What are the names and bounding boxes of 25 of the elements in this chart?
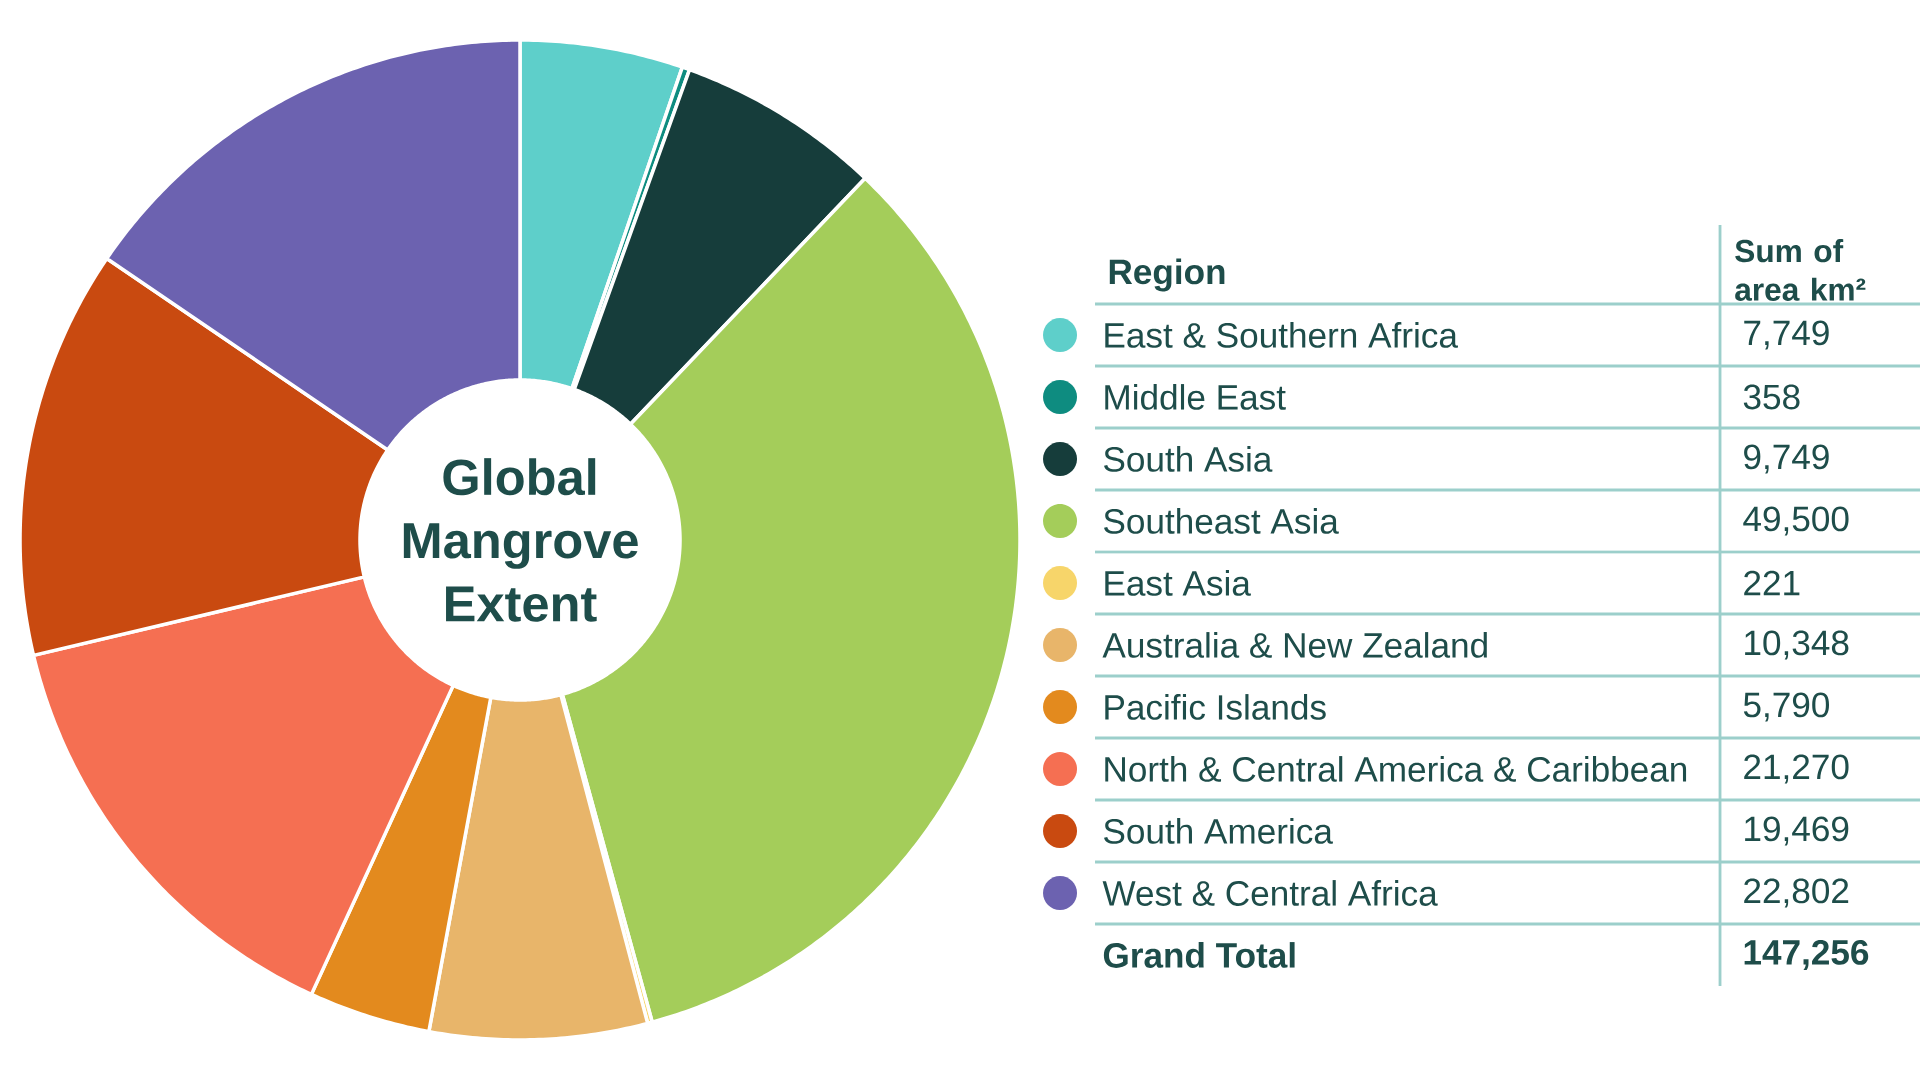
legend-label: North & Central America & Caribbean [1105,756,1687,782]
text: Global Mangrove Extent [403,458,638,622]
data-label: 7,749 [1744,320,1829,350]
legend-label: East & Southern Africa [1105,322,1458,348]
data-label: 5,790 [1743,692,1830,722]
legend-label: Southeast Asia [1104,508,1339,534]
legend-label: South America [1104,818,1333,844]
text: 147,256 [1744,940,1869,970]
data-label: 10,348 [1745,630,1849,660]
legend-title: Region [1109,258,1225,292]
data-label: 221 [1744,570,1800,596]
data-label: 9,749 [1744,444,1829,474]
legend-label: Middle East [1105,384,1286,410]
legend-label: West & Central Africa [1102,880,1438,906]
data-label: 358 [1743,384,1800,410]
data-label: 49,500 [1743,506,1849,536]
data-label: 19,469 [1745,816,1849,846]
data-label: 22,802 [1744,878,1849,908]
legend-label: Pacific Islands [1105,694,1326,720]
text: Sum of area km² [1735,239,1866,301]
legend-label: Australia & New Zealand [1102,632,1487,658]
legend-label: East Asia [1105,570,1251,596]
legend-label: South Asia [1104,446,1273,472]
data-label: 21,270 [1744,754,1849,784]
text: Grand Total [1103,942,1295,968]
